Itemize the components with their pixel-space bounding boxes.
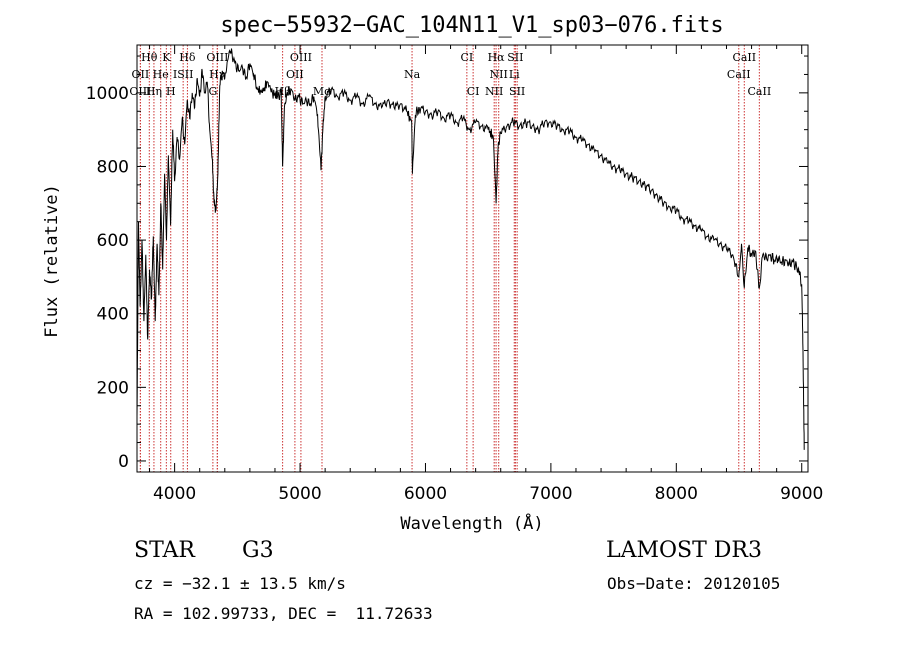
line-label: CI (467, 85, 480, 98)
y-tick-label: 800 (97, 157, 129, 177)
object-type: STAR (134, 538, 195, 563)
line-label: CI (460, 51, 473, 64)
line-label: K (162, 51, 171, 64)
x-tick-label: 7000 (529, 484, 572, 504)
survey-name: LAMOST DR3 (606, 538, 762, 563)
line-label: H (166, 85, 176, 98)
line-label: OIII (206, 51, 228, 64)
line-label: ISII (173, 68, 194, 81)
line-label: CaII (732, 51, 756, 64)
plot-frame (136, 44, 809, 473)
chart-title: spec−55932−GAC_104N11_V1_sp03−076.fits (220, 13, 723, 38)
line-label: Hα (488, 51, 506, 64)
spectral-subclass: G3 (242, 538, 274, 563)
line-label: Hη (146, 85, 162, 98)
line-label: Hγ (209, 68, 226, 81)
spectral-line-markers (139, 45, 760, 472)
series-line-0 (136, 48, 805, 450)
line-label: Hδ (179, 51, 196, 64)
x-tick-label: 4000 (153, 484, 196, 504)
line-label: He (153, 68, 169, 81)
redshift-velocity: cz = −32.1 ± 13.5 km/s (134, 574, 346, 593)
line-label: Li (509, 68, 520, 81)
line-label: OIII (129, 85, 151, 98)
y-tick-label: 200 (97, 378, 129, 398)
coordinates: RA = 102.99733, DEC = 11.72633 (134, 604, 433, 623)
y-tick-label: 1000 (86, 84, 129, 104)
y-axis-label: Flux (relative) (42, 184, 62, 338)
line-label: G (208, 85, 217, 98)
series-layer (136, 48, 805, 450)
x-axis-label: Wavelength (Å) (400, 512, 543, 534)
line-label: SII (509, 85, 525, 98)
x-tick-label: 6000 (404, 484, 447, 504)
line-label: Hθ (141, 51, 158, 64)
line-label: CaII (727, 68, 751, 81)
line-label: Mg (313, 85, 331, 98)
line-label: Na (404, 68, 421, 81)
line-label: OII (286, 68, 304, 81)
x-tick-label: 8000 (655, 484, 698, 504)
line-label: SII (507, 51, 523, 64)
x-tick-label: 9000 (780, 484, 823, 504)
line-label: NII (490, 68, 508, 81)
line-label: NII (485, 85, 503, 98)
x-tick-label: 5000 (278, 484, 321, 504)
y-tick-label: 600 (97, 231, 129, 251)
line-label: CaII (748, 85, 772, 98)
obs-date: Obs−Date: 20120105 (607, 574, 781, 593)
line-label: OIII (290, 51, 312, 64)
axes: 4000 5000 6000 7000 8000 9000 0 200 400 600 800 100… (86, 45, 823, 504)
y-tick-label: 400 (97, 305, 129, 325)
y-tick-label: 0 (118, 452, 129, 472)
